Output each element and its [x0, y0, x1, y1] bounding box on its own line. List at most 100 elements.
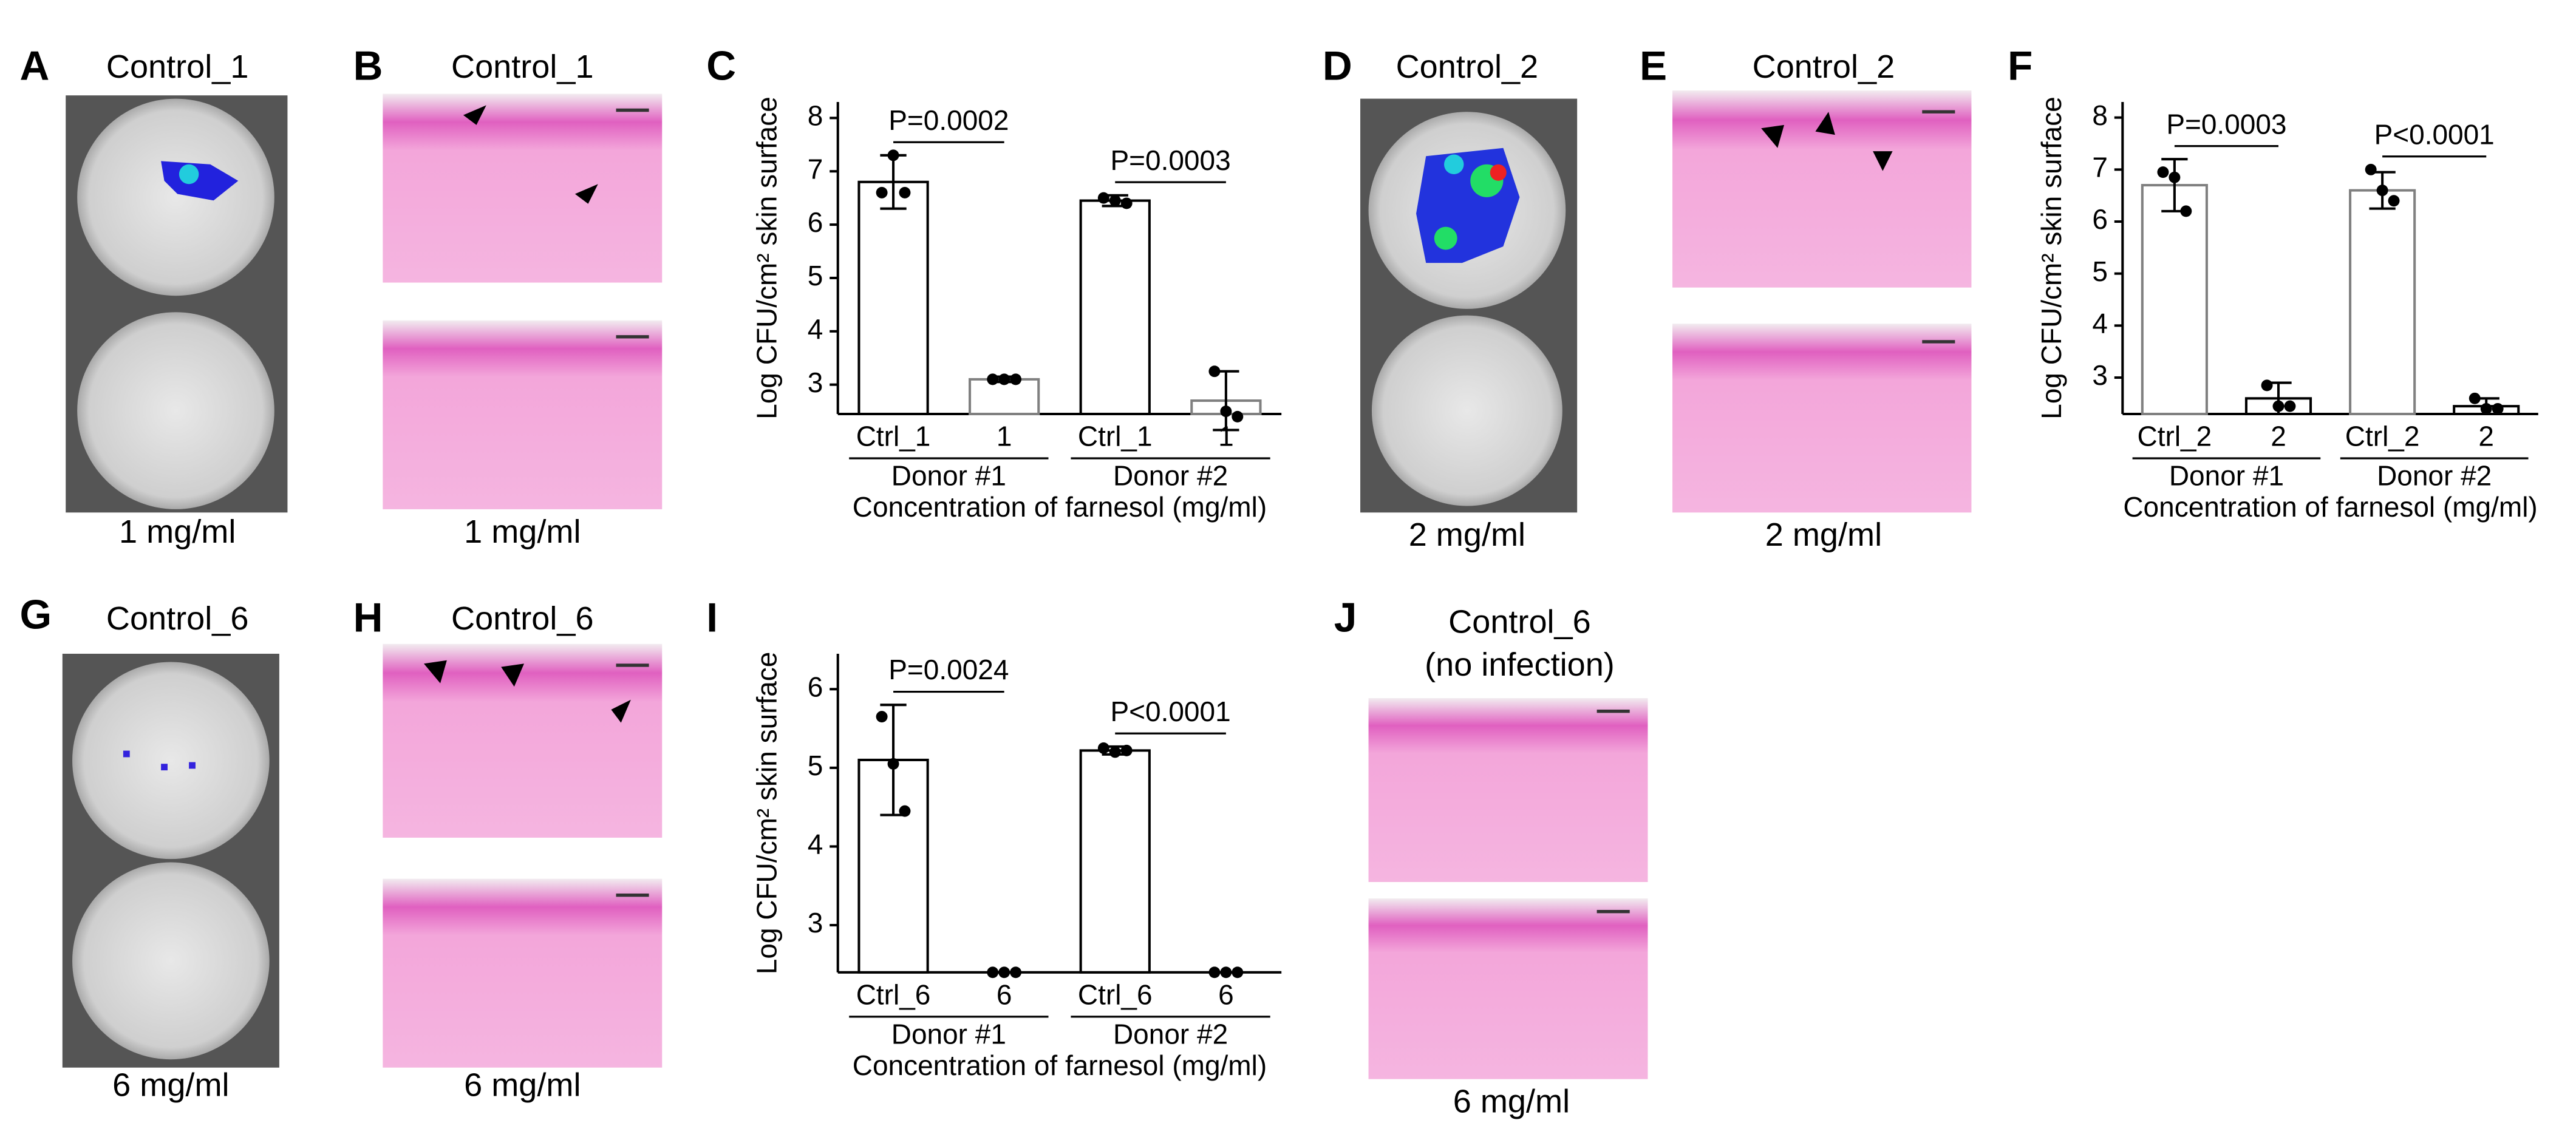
data-point — [2284, 400, 2296, 412]
y-tick-label: 5 — [2092, 256, 2108, 287]
data-point — [2376, 185, 2388, 197]
data-point — [1120, 197, 1133, 209]
y-tick-label: 4 — [2092, 308, 2108, 339]
x-tick-label: 1 — [997, 421, 1012, 452]
x-tick-label: Ctrl_6 — [856, 979, 931, 1011]
data-point — [899, 186, 911, 198]
data-point — [899, 805, 911, 817]
data-point — [876, 711, 888, 723]
panel-letter: C — [706, 44, 736, 89]
well-image — [1360, 98, 1578, 513]
panel-title: Control_2 — [1396, 49, 1539, 85]
y-tick-label: 4 — [808, 829, 823, 860]
y-tick-label: 6 — [2092, 203, 2108, 235]
panel-letter: H — [353, 595, 383, 641]
p-value: P=0.0024 — [888, 654, 1009, 685]
group-label: Donor #2 — [2377, 460, 2492, 492]
data-point — [887, 149, 899, 161]
y-axis-label: Log CFU/cm² skin surface — [2036, 97, 2067, 419]
y-tick-label: 6 — [808, 671, 823, 702]
tissue-image — [1368, 698, 1648, 1079]
y-tick-label: 5 — [808, 750, 823, 781]
x-axis-label: Concentration of farnesol (mg/ml) — [853, 1050, 1267, 1081]
data-point — [876, 186, 888, 198]
x-tick-label: 6 — [997, 979, 1012, 1011]
x-tick-label: 1 — [1218, 421, 1234, 452]
data-point — [1208, 966, 1221, 979]
data-point — [2480, 402, 2492, 415]
tissue-image — [383, 93, 663, 509]
x-tick-label: Ctrl_2 — [2345, 421, 2420, 452]
group-label: Donor #2 — [1113, 460, 1228, 492]
data-point — [998, 966, 1010, 979]
data-point — [1097, 742, 1109, 754]
data-point — [887, 758, 899, 770]
panel-title: Control_1 — [106, 49, 249, 85]
panel-letter: I — [706, 595, 718, 641]
panel-title: Control_6 — [1448, 604, 1591, 640]
y-tick-label: 6 — [808, 206, 823, 238]
data-point — [2180, 205, 2192, 217]
p-value: P<0.0001 — [1110, 696, 1230, 727]
panel-caption: 6 mg/ml — [1453, 1084, 1570, 1120]
data-point — [2365, 163, 2377, 175]
data-point — [2261, 379, 2273, 392]
data-point — [1120, 744, 1133, 756]
panel-letter: B — [353, 44, 383, 89]
panel-title: Control_6 — [106, 600, 249, 637]
data-point — [987, 966, 999, 979]
y-tick-label: 3 — [808, 367, 823, 398]
data-point — [1232, 966, 1244, 979]
x-tick-label: Ctrl_1 — [856, 421, 931, 452]
p-value: P<0.0001 — [2374, 118, 2495, 150]
bar — [2349, 189, 2416, 416]
data-point — [1232, 410, 1244, 422]
y-tick-label: 5 — [808, 260, 823, 291]
group-label: Donor #1 — [891, 1018, 1006, 1050]
data-point — [2492, 402, 2504, 415]
bar — [857, 180, 929, 416]
data-point — [1220, 405, 1232, 418]
p-value: P=0.0003 — [2166, 108, 2286, 140]
x-tick-label: Ctrl_6 — [1078, 979, 1153, 1011]
y-tick-label: 3 — [2092, 359, 2108, 391]
data-point — [2272, 400, 2285, 412]
y-axis-label: Log CFU/cm² skin surface — [751, 97, 782, 419]
data-point — [1010, 373, 1022, 385]
panel-letter: E — [1640, 44, 1667, 89]
data-point — [1208, 365, 1221, 378]
y-tick-label: 8 — [808, 100, 823, 131]
group-label: Donor #1 — [2169, 460, 2284, 492]
data-point — [2157, 166, 2169, 178]
y-axis-label: Log CFU/cm² skin surface — [751, 652, 782, 975]
y-tick-label: 7 — [2092, 152, 2108, 183]
x-tick-label: 2 — [2271, 421, 2286, 452]
panel-letter: G — [19, 592, 52, 637]
p-value: P=0.0002 — [888, 104, 1009, 136]
x-tick-label: 6 — [1218, 979, 1234, 1011]
group-label: Donor #2 — [1113, 1018, 1228, 1050]
panel-letter: F — [2008, 44, 2033, 89]
y-tick-label: 7 — [808, 153, 823, 185]
x-axis-label: Concentration of farnesol (mg/ml) — [2123, 491, 2537, 523]
panel-caption: 1 mg/ml — [464, 514, 581, 550]
panel-letter: J — [1334, 595, 1357, 641]
data-point — [2169, 171, 2181, 183]
bar — [2141, 184, 2208, 416]
panel-subtitle: (no infection) — [1425, 646, 1615, 683]
panel-title: Control_2 — [1753, 49, 1895, 85]
data-point — [1097, 192, 1109, 204]
data-point — [998, 373, 1010, 385]
x-tick-label: Ctrl_1 — [1078, 421, 1153, 452]
tissue-image — [1672, 90, 1972, 513]
y-tick-label: 3 — [808, 907, 823, 938]
x-axis-label: Concentration of farnesol (mg/ml) — [853, 491, 1267, 523]
bar — [1079, 199, 1151, 416]
panel-title: Control_1 — [451, 49, 594, 85]
panel-title: Control_6 — [451, 600, 594, 637]
x-tick-label: 2 — [2478, 421, 2494, 452]
data-point — [2469, 392, 2481, 404]
panel-caption: 6 mg/ml — [464, 1067, 581, 1103]
panel-caption: 2 mg/ml — [1409, 517, 1525, 553]
